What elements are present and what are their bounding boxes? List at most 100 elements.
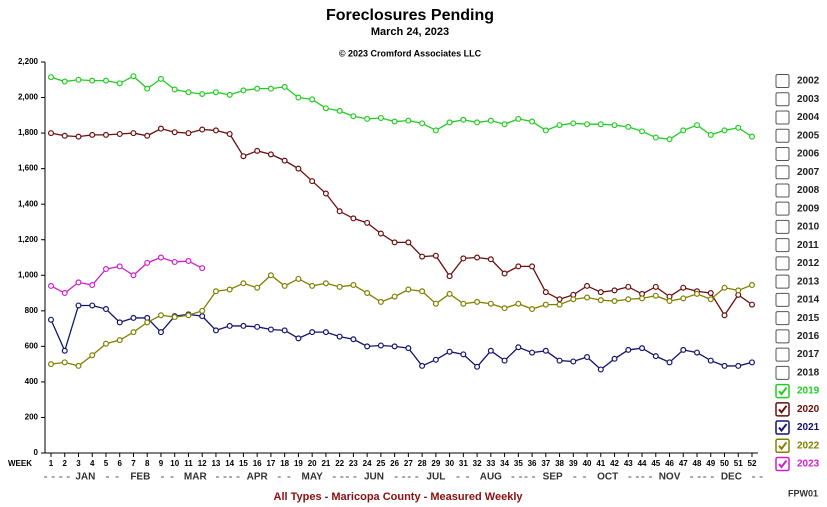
series-line [50, 274, 753, 367]
x-tick-label: 13 [211, 459, 220, 468]
point [89, 77, 96, 84]
point [199, 313, 206, 320]
month-label: JUN [364, 472, 384, 483]
point [666, 298, 673, 305]
point [226, 286, 233, 293]
point [707, 357, 714, 364]
x-tick-label: 51 [734, 459, 743, 468]
point [336, 107, 343, 114]
point [487, 300, 494, 307]
point [212, 288, 219, 295]
point [102, 340, 109, 347]
point [556, 296, 563, 303]
point [144, 85, 151, 92]
point [254, 323, 261, 330]
legend-checkbox [775, 274, 790, 289]
point [309, 329, 316, 336]
x-tick-label: 47 [679, 459, 688, 468]
legend-label: 2020 [797, 404, 820, 415]
point [254, 147, 261, 154]
point [377, 230, 384, 237]
x-tick-label: 6 [117, 459, 122, 468]
point [295, 94, 302, 101]
point [529, 118, 536, 125]
y-tick-label: 2,200 [18, 57, 39, 66]
point [322, 105, 329, 112]
point [707, 131, 714, 138]
point [240, 87, 247, 94]
point [61, 347, 68, 354]
point [680, 295, 687, 302]
legend-checkbox [775, 438, 790, 454]
x-tick-label: 20 [308, 459, 317, 468]
point [185, 312, 192, 319]
month-label: APR [247, 472, 269, 483]
point [364, 290, 371, 297]
legend-label: 2019 [797, 386, 820, 397]
series-line [50, 127, 753, 317]
point [199, 90, 206, 97]
x-tick-label: 44 [638, 459, 647, 468]
x-tick-label: 12 [198, 459, 207, 468]
point [47, 130, 54, 137]
point [295, 165, 302, 172]
x-tick-label: 18 [280, 459, 289, 468]
x-tick-label: 36 [528, 459, 537, 468]
point [680, 127, 687, 134]
chart-subtitle: March 24, 2023 [371, 26, 449, 38]
point [171, 314, 178, 321]
point [597, 289, 604, 296]
y-tick-label: 600 [25, 341, 39, 350]
point [597, 366, 604, 373]
point [570, 358, 577, 365]
legend-label: 2021 [797, 422, 820, 433]
point [721, 312, 728, 319]
point [130, 73, 137, 80]
point [625, 283, 632, 290]
point [199, 126, 206, 133]
x-tick-label: 49 [706, 459, 715, 468]
point [721, 284, 728, 291]
legend-check [778, 405, 788, 414]
legend-checkbox [775, 110, 790, 125]
x-tick-label: 41 [596, 459, 605, 468]
legend-label: 2003 [797, 94, 820, 105]
point [322, 190, 329, 197]
month-label: OCT [597, 472, 618, 483]
point [364, 115, 371, 122]
legend-checkbox [775, 92, 790, 107]
point [350, 282, 357, 289]
point [364, 343, 371, 350]
point [501, 357, 508, 364]
point [144, 259, 151, 266]
legend-label: 2012 [797, 258, 820, 269]
point [474, 363, 481, 370]
x-tick-label: 2 [63, 459, 68, 468]
x-tick-label: 33 [486, 459, 495, 468]
x-tick-label: 14 [225, 459, 234, 468]
month-label: NOV [659, 472, 681, 483]
point [336, 208, 343, 215]
point [432, 300, 439, 307]
point [611, 298, 618, 305]
point [474, 298, 481, 305]
legend-check [778, 441, 788, 451]
point [474, 119, 481, 126]
point [584, 294, 591, 301]
y-tick-label: 800 [25, 306, 39, 315]
point [377, 342, 384, 349]
point [501, 305, 508, 312]
point [597, 121, 604, 128]
point [281, 157, 288, 164]
point [405, 117, 412, 124]
point [460, 116, 467, 123]
point [102, 306, 109, 313]
point [680, 284, 687, 291]
legend-check [778, 423, 788, 433]
point [556, 357, 563, 364]
legend-label: 2013 [797, 276, 820, 287]
point [267, 272, 274, 279]
point [707, 296, 714, 303]
point [694, 349, 701, 356]
point [625, 296, 632, 303]
